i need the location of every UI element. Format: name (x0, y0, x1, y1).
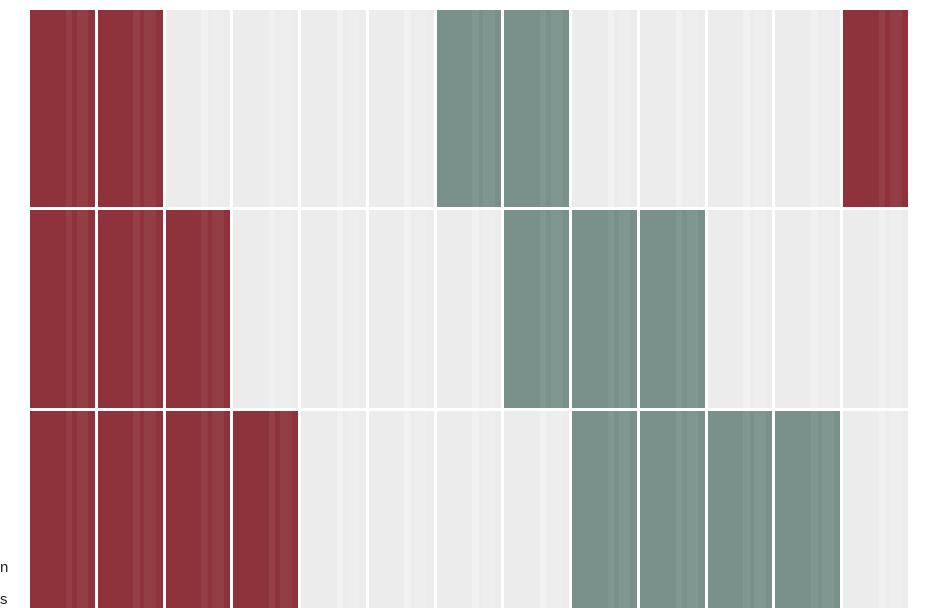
color-tile-grid (30, 10, 908, 608)
grid-cell-blank (843, 410, 908, 608)
grid-cell-blank (707, 210, 773, 408)
grid-cell-blank (165, 10, 231, 208)
grid-cell-blank (639, 10, 705, 208)
grid-cell-red (233, 410, 299, 608)
grid-cell-red (843, 10, 908, 208)
grid-cell-blank (436, 210, 502, 408)
grid-cell-blank (233, 210, 299, 408)
grid-cell-blank (707, 10, 773, 208)
grid-cell-blank (843, 210, 908, 408)
side-text-fragment-2: s (0, 591, 8, 608)
grid-cell-green (639, 410, 705, 608)
grid-cell-red (165, 210, 231, 408)
grid-cell-blank (233, 10, 299, 208)
grid-cell-green (572, 210, 637, 408)
grid-cell-green (436, 10, 502, 208)
grid-cell-green (504, 10, 570, 208)
grid-cell-red (30, 10, 95, 208)
grid-cell-green (707, 410, 773, 608)
grid-cell-red (165, 410, 231, 608)
grid-cell-blank (436, 410, 502, 608)
side-text-fragment-1: n (0, 559, 9, 576)
grid-cell-blank (368, 210, 434, 408)
grid-cell-red (30, 210, 95, 408)
grid-cell-blank (301, 210, 366, 408)
grid-cell-red (97, 10, 163, 208)
grid-cell-red (97, 210, 163, 408)
grid-cell-red (30, 410, 95, 608)
grid-cell-green (572, 410, 637, 608)
grid-cell-blank (775, 10, 841, 208)
grid-cell-blank (504, 410, 570, 608)
grid-cell-blank (301, 410, 366, 608)
grid-cell-blank (301, 10, 366, 208)
grid-cell-red (97, 410, 163, 608)
grid-cell-green (775, 410, 841, 608)
grid-cell-blank (572, 10, 637, 208)
grid-cell-green (639, 210, 705, 408)
grid-cell-green (504, 210, 570, 408)
grid-cell-blank (368, 10, 434, 208)
grid-cell-blank (775, 210, 841, 408)
grid-cell-blank (368, 410, 434, 608)
